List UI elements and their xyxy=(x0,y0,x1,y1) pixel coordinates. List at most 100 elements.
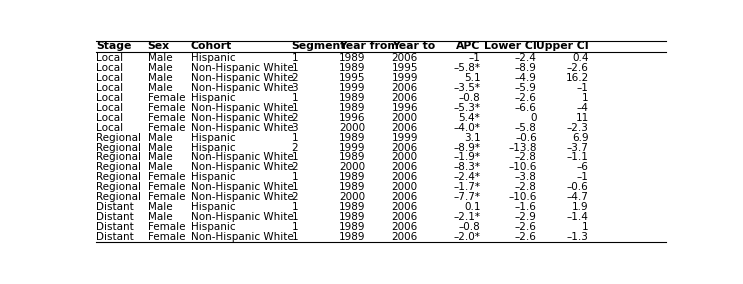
Text: 1: 1 xyxy=(291,93,298,103)
Text: Non-Hispanic White: Non-Hispanic White xyxy=(191,153,293,162)
Text: 2000: 2000 xyxy=(392,153,418,162)
Text: 0.4: 0.4 xyxy=(572,53,588,62)
Text: 1: 1 xyxy=(291,232,298,243)
Text: Non-Hispanic White: Non-Hispanic White xyxy=(191,232,293,243)
Text: 5.4*: 5.4* xyxy=(458,112,481,123)
Text: Non-Hispanic White: Non-Hispanic White xyxy=(191,112,293,123)
Text: 2: 2 xyxy=(291,143,298,153)
Text: 2: 2 xyxy=(291,112,298,123)
Text: Local: Local xyxy=(96,93,123,103)
Text: Male: Male xyxy=(148,143,172,153)
Text: –2.6: –2.6 xyxy=(567,62,588,73)
Text: Female: Female xyxy=(148,182,185,193)
Text: –2.4*: –2.4* xyxy=(453,172,481,183)
Text: –5.8*: –5.8* xyxy=(453,62,481,73)
Text: Distant: Distant xyxy=(96,222,134,232)
Text: –3.7: –3.7 xyxy=(567,143,588,153)
Text: 0.1: 0.1 xyxy=(464,202,481,212)
Text: 1: 1 xyxy=(291,212,298,222)
Text: 2: 2 xyxy=(291,162,298,172)
Text: 3: 3 xyxy=(291,122,298,133)
Text: Non-Hispanic White: Non-Hispanic White xyxy=(191,62,293,73)
Text: Local: Local xyxy=(96,122,123,133)
Text: Hispanic: Hispanic xyxy=(191,143,236,153)
Text: –2.0*: –2.0* xyxy=(453,232,481,243)
Text: Regional: Regional xyxy=(96,193,140,202)
Text: –8.9*: –8.9* xyxy=(453,143,481,153)
Text: Non-Hispanic White: Non-Hispanic White xyxy=(191,83,293,93)
Text: Distant: Distant xyxy=(96,232,134,243)
Text: Segment: Segment xyxy=(291,41,346,51)
Text: 1989: 1989 xyxy=(339,53,366,62)
Text: Stage: Stage xyxy=(96,41,131,51)
Text: Female: Female xyxy=(148,122,185,133)
Text: Female: Female xyxy=(148,222,185,232)
Text: Male: Male xyxy=(148,202,172,212)
Text: Non-Hispanic White: Non-Hispanic White xyxy=(191,103,293,112)
Text: Local: Local xyxy=(96,73,123,83)
Text: –1: –1 xyxy=(469,53,481,62)
Text: 1989: 1989 xyxy=(339,153,366,162)
Text: –6: –6 xyxy=(577,162,588,172)
Text: 2000: 2000 xyxy=(392,182,418,193)
Text: Non-Hispanic White: Non-Hispanic White xyxy=(191,193,293,202)
Text: –2.8: –2.8 xyxy=(515,182,537,193)
Text: 2006: 2006 xyxy=(392,232,418,243)
Text: 3.1: 3.1 xyxy=(464,133,481,143)
Text: –1.7*: –1.7* xyxy=(453,182,481,193)
Text: 6.9: 6.9 xyxy=(572,133,588,143)
Text: 2: 2 xyxy=(291,193,298,202)
Text: Non-Hispanic White: Non-Hispanic White xyxy=(191,212,293,222)
Text: Hispanic: Hispanic xyxy=(191,93,236,103)
Text: Non-Hispanic White: Non-Hispanic White xyxy=(191,182,293,193)
Text: –3.5*: –3.5* xyxy=(453,83,481,93)
Text: –8.3*: –8.3* xyxy=(453,162,481,172)
Text: 1999: 1999 xyxy=(339,143,366,153)
Text: Regional: Regional xyxy=(96,153,140,162)
Text: 1989: 1989 xyxy=(339,202,366,212)
Text: Hispanic: Hispanic xyxy=(191,172,236,183)
Text: 1989: 1989 xyxy=(339,212,366,222)
Text: Sex: Sex xyxy=(148,41,169,51)
Text: –1.9*: –1.9* xyxy=(453,153,481,162)
Text: 11: 11 xyxy=(575,112,588,123)
Text: –2.6: –2.6 xyxy=(515,93,537,103)
Text: Regional: Regional xyxy=(96,143,140,153)
Text: –10.6: –10.6 xyxy=(508,193,537,202)
Text: Local: Local xyxy=(96,112,123,123)
Text: 1996: 1996 xyxy=(339,112,366,123)
Text: 1: 1 xyxy=(291,222,298,232)
Text: Local: Local xyxy=(96,62,123,73)
Text: 2000: 2000 xyxy=(339,122,365,133)
Text: 2006: 2006 xyxy=(392,212,418,222)
Text: 2000: 2000 xyxy=(392,112,418,123)
Text: 1989: 1989 xyxy=(339,232,366,243)
Text: 1: 1 xyxy=(291,62,298,73)
Text: Male: Male xyxy=(148,212,172,222)
Text: –4.9: –4.9 xyxy=(515,73,537,83)
Text: 1989: 1989 xyxy=(339,172,366,183)
Text: –4.0*: –4.0* xyxy=(453,122,481,133)
Text: Female: Female xyxy=(148,103,185,112)
Text: 1999: 1999 xyxy=(392,73,418,83)
Text: Regional: Regional xyxy=(96,162,140,172)
Text: 1.9: 1.9 xyxy=(572,202,588,212)
Text: 1: 1 xyxy=(291,182,298,193)
Text: Female: Female xyxy=(148,112,185,123)
Text: 1: 1 xyxy=(582,222,588,232)
Text: –0.6: –0.6 xyxy=(515,133,537,143)
Text: 2006: 2006 xyxy=(392,122,418,133)
Text: –1.6: –1.6 xyxy=(515,202,537,212)
Text: –13.8: –13.8 xyxy=(508,143,537,153)
Text: 1989: 1989 xyxy=(339,133,366,143)
Text: –5.3*: –5.3* xyxy=(453,103,481,112)
Text: –1.3: –1.3 xyxy=(567,232,588,243)
Text: –0.8: –0.8 xyxy=(458,93,481,103)
Text: 1995: 1995 xyxy=(339,73,366,83)
Text: Local: Local xyxy=(96,103,123,112)
Text: –4.7: –4.7 xyxy=(567,193,588,202)
Text: –0.6: –0.6 xyxy=(567,182,588,193)
Text: 2006: 2006 xyxy=(392,143,418,153)
Text: 2000: 2000 xyxy=(339,162,365,172)
Text: Hispanic: Hispanic xyxy=(191,133,236,143)
